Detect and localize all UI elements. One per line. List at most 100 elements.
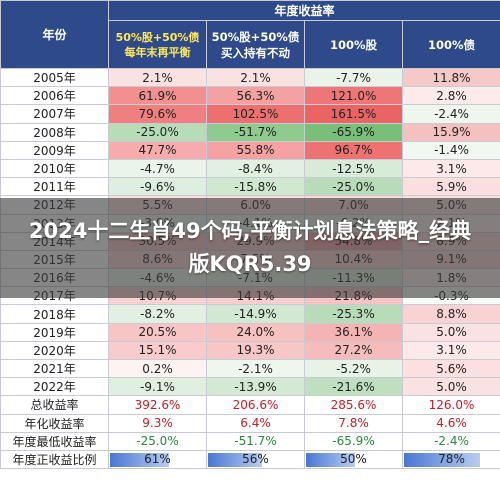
ratio-bar-fill (404, 452, 480, 467)
summary-value: 285.6% (304, 395, 403, 415)
summary-value: -65.9% (304, 431, 403, 451)
return-cell: 3.1% (401, 340, 500, 361)
return-cell: 5.0% (401, 377, 500, 397)
banner-text: 2024十二生肖49个码,平衡计划息法策略_经典版KQR5.39 (28, 219, 472, 276)
year-cell: 2018年 (0, 304, 109, 324)
year-cell: 2019年 (0, 322, 109, 342)
return-cell: 61.9% (108, 86, 207, 106)
col-header-line1: 100%债 (427, 37, 476, 52)
year-column-header: 年份 (0, 0, 109, 69)
year-cell: 2007年 (0, 104, 109, 124)
year-cell: 2006年 (0, 86, 109, 106)
col-header-line2: 买入持有不动 (221, 45, 290, 60)
year-cell: 2008年 (0, 122, 109, 142)
summary-value: -2.4% (401, 431, 500, 451)
summary-value: 6.4% (206, 413, 305, 433)
return-cell: 36.1% (304, 322, 403, 342)
return-cell: 0.2% (108, 358, 207, 379)
table-row: 2007年 79.6% 102.5% 161.5% -2.4% (0, 104, 500, 124)
year-cell: 2020年 (0, 340, 109, 361)
summary-value: 7.8% (304, 413, 403, 433)
positive-ratio-cell: 78% (401, 449, 500, 470)
return-cell: -51.7% (206, 122, 305, 142)
return-cell: -9.6% (108, 177, 207, 197)
return-cell: -15.8% (206, 177, 305, 197)
summary-label: 总收益率 (0, 395, 109, 415)
return-cell: 11.8% (401, 67, 500, 88)
return-cell: -4.7% (108, 158, 207, 179)
return-cell: 121.0% (304, 86, 403, 106)
col-header-line1: 50%股+50%债 (115, 30, 200, 44)
return-cell: -9.1% (108, 377, 207, 397)
return-cell: -7.7% (304, 67, 403, 88)
table-row: 2020年 15.1% 19.3% 27.2% 3.1% (0, 340, 500, 361)
col-header-rebalance: 50%股+50%债 每年末再平衡 (108, 20, 207, 69)
table-row: 2005年 2.1% 2.1% -7.7% 11.8% (0, 67, 500, 88)
return-cell: -25.3% (304, 304, 403, 324)
year-cell: 2011年 (0, 177, 109, 197)
return-cell: 102.5% (206, 104, 305, 124)
return-cell: 2.1% (108, 67, 207, 88)
positive-ratio-label: 年度正收益比例 (0, 449, 109, 470)
table-row: 2019年 20.5% 24.0% 36.1% 5.0% (0, 322, 500, 342)
return-cell: 15.9% (401, 122, 500, 142)
table-row: 2018年 -8.2% -14.9% -25.3% 8.8% (0, 304, 500, 324)
year-cell: 2005年 (0, 67, 109, 88)
return-cell: -1.4% (401, 140, 500, 160)
summary-label: 年度最低收益率 (0, 431, 109, 451)
return-cell: -8.2% (108, 304, 207, 324)
return-cell: 5.6% (401, 358, 500, 379)
return-cell: -12.5% (304, 158, 403, 179)
summary-value: 4.6% (401, 413, 500, 433)
return-cell: 5.9% (401, 177, 500, 197)
return-cell: 20.5% (108, 322, 207, 342)
return-cell: -2.1% (206, 358, 305, 379)
summary-value: -25.0% (108, 431, 207, 451)
table-row: 2022年 -9.1% -13.9% -21.6% 5.0% (0, 377, 500, 397)
return-cell: 24.0% (206, 322, 305, 342)
summary-label: 年化收益率 (0, 413, 109, 433)
summary-value: -51.7% (206, 431, 305, 451)
col-header-all-stock: 100%股 (304, 20, 403, 69)
summary-value: 392.6% (108, 395, 207, 415)
return-cell: -25.0% (304, 177, 403, 197)
ratio-value: 78% (438, 451, 465, 466)
return-cell: 96.7% (304, 140, 403, 160)
ratio-value: 61% (144, 451, 171, 466)
year-cell: 2022年 (0, 377, 109, 397)
summary-row: 年度最低收益率 -25.0% -51.7% -65.9% -2.4% (0, 431, 500, 451)
ratio-value: 50% (340, 451, 367, 466)
return-cell: 5.0% (401, 322, 500, 342)
col-header-all-bond: 100%债 (401, 20, 500, 69)
table-row: 2011年 -9.6% -15.8% -25.0% 5.9% (0, 177, 500, 197)
ratio-bar-fill (306, 452, 355, 467)
positive-ratio-cell: 61% (108, 449, 207, 470)
year-cell: 2021年 (0, 358, 109, 379)
col-header-line1: 50%股+50%债 (211, 29, 300, 44)
col-header-line1: 100%股 (329, 37, 378, 52)
return-cell: -5.2% (304, 358, 403, 379)
return-cell: 8.8% (401, 304, 500, 324)
table-row: 2010年 -4.7% -8.4% -12.5% 3.1% (0, 158, 500, 179)
return-cell: 56.3% (206, 86, 305, 106)
summary-value: 9.3% (108, 413, 207, 433)
ratio-bar-fill (208, 452, 263, 467)
overlay-banner: 2024十二生肖49个码,平衡计划息法策略_经典版KQR5.39 (0, 198, 500, 298)
return-cell: 47.7% (108, 140, 207, 160)
table-row: 2006年 61.9% 56.3% 121.0% 2.8% (0, 86, 500, 106)
positive-ratio-cell: 56% (206, 449, 305, 470)
year-cell: 2009年 (0, 140, 109, 160)
return-cell: -65.9% (304, 122, 403, 142)
return-cell: 27.2% (304, 340, 403, 361)
ratio-bar: 61% (110, 451, 206, 468)
return-cell: -21.6% (304, 377, 403, 397)
table-row: 2008年 -25.0% -51.7% -65.9% 15.9% (0, 122, 500, 142)
ratio-bar: 78% (404, 451, 500, 468)
return-cell: -8.4% (206, 158, 305, 179)
return-cell: -14.9% (206, 304, 305, 324)
positive-ratio-cell: 50% (304, 449, 403, 470)
ratio-value: 56% (242, 451, 269, 466)
summary-value: 126.0% (401, 395, 500, 415)
annual-return-group-header: 年度收益率 (107, 0, 500, 21)
return-cell: -13.9% (206, 377, 305, 397)
